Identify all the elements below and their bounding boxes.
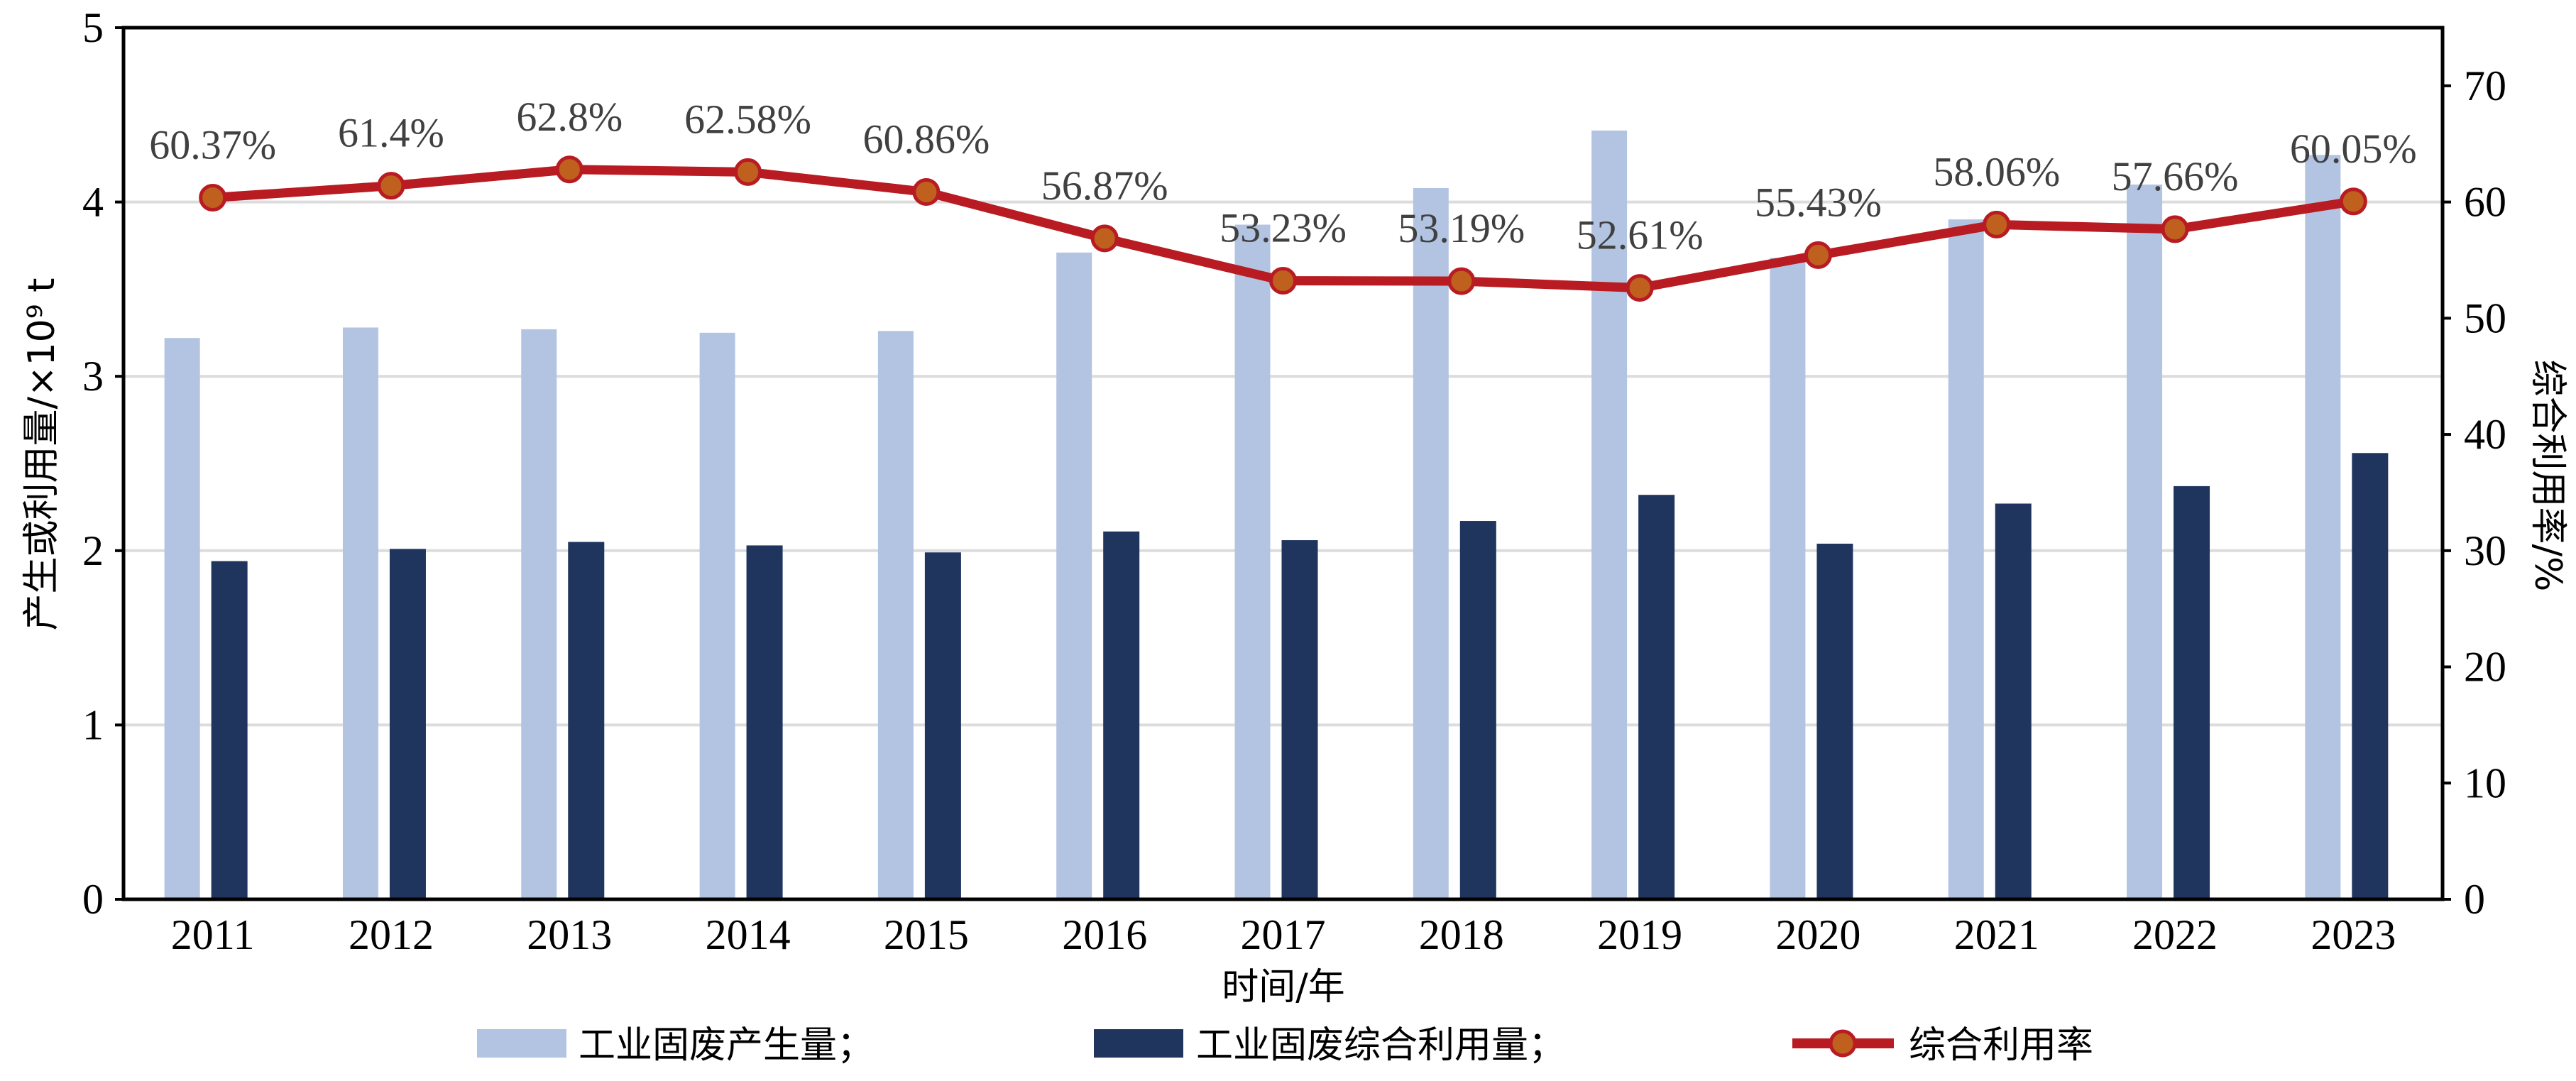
- rate-data-label: 60.37%: [149, 122, 276, 168]
- y-tick-label-right: 0: [2464, 876, 2485, 923]
- x-tick-label: 2015: [884, 911, 969, 958]
- bar-utilization: [746, 545, 783, 899]
- rate-marker: [1447, 267, 1476, 295]
- rate-marker: [734, 158, 762, 186]
- rate-marker: [199, 184, 227, 212]
- x-tick-label: 2012: [349, 911, 434, 958]
- y-tick-label-right: 30: [2464, 527, 2506, 574]
- rate-marker: [555, 155, 583, 184]
- y-axis-title-right: 综合利用率/%: [2526, 360, 2569, 592]
- rate-marker: [1090, 224, 1119, 253]
- x-tick-label: 2022: [2132, 911, 2218, 958]
- bar-production: [2127, 185, 2163, 899]
- bar-utilization: [211, 561, 248, 899]
- x-tick-label: 2018: [1419, 911, 1504, 958]
- bar-utilization: [2174, 485, 2210, 899]
- legend: 工业固废产生量； 工业固废综合利用量； 综合利用率: [477, 1024, 2093, 1067]
- rate-marker: [1269, 266, 1297, 295]
- bar-production: [521, 329, 557, 899]
- x-tick-label: 2021: [1954, 911, 2039, 958]
- x-tick-label: 2016: [1062, 911, 1147, 958]
- x-tick-label: 2013: [527, 911, 612, 958]
- rate-marker: [2339, 187, 2367, 216]
- y-tick-label-right: 40: [2464, 411, 2506, 458]
- rate-marker: [377, 172, 405, 200]
- y-tick-label-right: 20: [2464, 644, 2506, 691]
- bar-production: [877, 331, 914, 899]
- bar-production: [699, 332, 735, 899]
- x-tick-label: 2023: [2311, 911, 2396, 958]
- rate-marker: [1804, 241, 1832, 269]
- bars: [164, 130, 2389, 900]
- bar-utilization: [389, 549, 426, 899]
- rate-data-label: 52.61%: [1577, 212, 1704, 258]
- bar-production: [2305, 155, 2341, 900]
- bar-utilization: [1816, 543, 1853, 899]
- y-tick-label-left: 0: [82, 876, 104, 923]
- x-tick-label: 2011: [171, 911, 255, 958]
- rate-marker: [912, 178, 941, 207]
- rate-marker: [2161, 215, 2189, 243]
- bar-utilization: [1103, 531, 1140, 899]
- bar-utilization: [1459, 521, 1496, 899]
- legend-label-rate: 综合利用率: [1909, 1024, 2093, 1067]
- legend-label-production: 工业固废产生量；: [579, 1024, 874, 1067]
- bar-production: [1234, 224, 1271, 899]
- rate-marker: [1983, 210, 2011, 238]
- rate-data-label: 53.19%: [1398, 205, 1525, 251]
- rate-data-label: 53.23%: [1220, 204, 1347, 251]
- y-axis-title-left: 产生或利用量/×10⁹ t: [21, 278, 63, 630]
- data-labels: 60.37% 61.4% 62.8% 62.58% 60.86% 56.87% 53.23%…: [149, 94, 2417, 258]
- bar-utilization: [2352, 453, 2389, 899]
- rate-marker: [1626, 274, 1654, 302]
- x-tick-label: 2017: [1241, 911, 1326, 958]
- bar-utilization: [568, 542, 605, 899]
- bar-production: [1413, 187, 1449, 899]
- x-axis-title: 时间/年: [1222, 966, 1345, 1009]
- legend-swatch-production: [477, 1029, 566, 1058]
- y-tick-label-left: 5: [82, 4, 104, 51]
- rate-data-label: 60.05%: [2290, 126, 2417, 172]
- y-tick-label-left: 2: [82, 527, 104, 574]
- x-tick-label: 2014: [706, 911, 791, 958]
- rate-line: [199, 155, 2367, 302]
- rate-data-label: 55.43%: [1755, 179, 1882, 225]
- bar-production: [164, 338, 200, 900]
- y-tick-label-right: 10: [2464, 759, 2506, 806]
- y-tick-label-right: 50: [2464, 295, 2506, 341]
- rate-data-label: 56.87%: [1041, 163, 1168, 209]
- y-tick-label-left: 4: [82, 179, 104, 226]
- rate-data-label: 62.58%: [684, 96, 811, 142]
- x-tick-label: 2019: [1597, 911, 1682, 958]
- y-tick-label-right: 70: [2464, 62, 2506, 109]
- rate-data-label: 61.4%: [338, 110, 444, 156]
- legend-marker-rate: [1829, 1029, 1857, 1058]
- bar-production: [1056, 252, 1092, 900]
- bar-production: [342, 327, 378, 899]
- legend-label-utilization: 工业固废综合利用量；: [1196, 1024, 1565, 1067]
- bar-utilization: [924, 552, 961, 899]
- bar-production: [1948, 219, 1984, 899]
- rate-data-label: 60.86%: [862, 116, 990, 163]
- bar-utilization: [1995, 503, 2032, 899]
- x-tick-label: 2020: [1775, 911, 1860, 958]
- plot-frame: [121, 26, 2445, 901]
- legend-swatch-utilization: [1094, 1029, 1183, 1058]
- bar-production: [1591, 130, 1628, 899]
- rate-data-label: 62.8%: [516, 94, 623, 140]
- rate-data-label: 57.66%: [2112, 153, 2239, 199]
- y-tick-label-left: 1: [82, 701, 104, 748]
- bar-utilization: [1281, 540, 1318, 899]
- bar-utilization: [1638, 495, 1675, 899]
- rate-data-label: 58.06%: [1933, 148, 2060, 194]
- y-tick-label-right: 60: [2464, 179, 2506, 226]
- y-tick-label-left: 3: [82, 353, 104, 400]
- bar-production: [1770, 258, 1806, 899]
